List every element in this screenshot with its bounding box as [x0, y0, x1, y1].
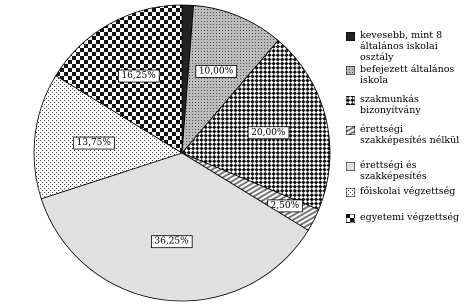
legend-label: érettségi és szakképesítés [360, 160, 427, 182]
legend-swatch-fill [346, 66, 355, 75]
legend-swatch-fill [346, 96, 355, 105]
legend-swatch [346, 214, 355, 223]
pie-slice [40, 152, 309, 302]
pie-slice [181, 39, 331, 211]
data-label-box [118, 69, 160, 83]
legend-swatch-fill [346, 126, 355, 135]
legend-swatch-fill [346, 162, 355, 171]
data-label: 2,50% [271, 201, 300, 211]
legend-swatch [346, 126, 355, 135]
pie-slice [181, 5, 279, 155]
legend-label: érettségi szakképesítés nélkül [360, 124, 460, 146]
data-label-box [247, 126, 290, 140]
legend-label: főiskolai végzettség [360, 186, 456, 197]
legend-swatch [346, 66, 355, 75]
data-label-box [73, 136, 115, 150]
legend-swatch-fill [346, 188, 355, 197]
data-label: 13,75% [77, 138, 112, 148]
legend-label: egyetemi végzettség [360, 212, 460, 223]
data-label-box [195, 65, 237, 78]
legend-swatch [346, 96, 355, 105]
data-label: 16,25% [121, 71, 156, 81]
data-label: 20,00% [251, 128, 286, 138]
data-label: 36,25% [154, 237, 189, 247]
legend-swatch-fill [346, 32, 355, 41]
data-label-box [150, 235, 193, 249]
legend-swatch [346, 188, 355, 197]
legend-swatch-fill [346, 214, 355, 223]
legend-label: kevesebb, mint 8 általános iskolai osztá… [360, 30, 443, 63]
legend-label: befejezett általános iskola [360, 64, 455, 86]
data-label: 10,00% [199, 66, 234, 76]
legend-swatch [346, 162, 355, 171]
legend-swatch [346, 32, 355, 41]
legend-label: szakmunkás bizonyítvány [360, 94, 421, 116]
